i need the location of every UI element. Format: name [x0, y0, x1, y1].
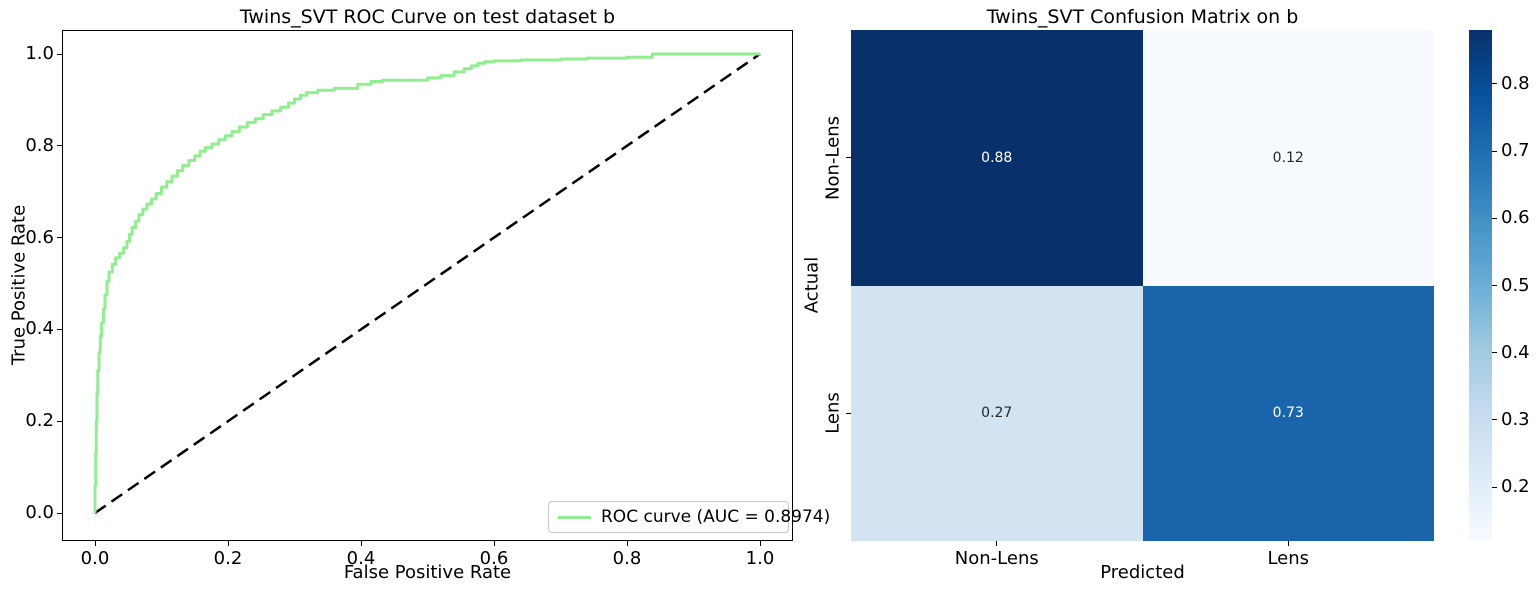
colorbar-ticklabel: 0.5 [1501, 274, 1530, 296]
colorbar-tickmark [1492, 285, 1497, 286]
roc-legend-label: ROC curve (AUC = 0.8974) [601, 507, 831, 527]
roc-y-tickmark [57, 512, 62, 514]
colorbar-ticklabel: 0.3 [1501, 408, 1530, 430]
colorbar-ticklabel: 0.8 [1501, 72, 1530, 94]
roc-x-ticklabel: 1.0 [745, 548, 775, 569]
colorbar-ticklabel: 0.7 [1501, 140, 1530, 162]
colorbar-gradient [1469, 30, 1492, 541]
roc-legend: ROC curve (AUC = 0.8974) [548, 501, 830, 533]
cm-cell-value: 0.88 [981, 149, 1013, 166]
roc-y-tickmark [57, 237, 62, 239]
cm-cell [851, 30, 1143, 286]
roc-x-tickmark [227, 541, 229, 546]
cm-y-ticklabel: Non-Lens [822, 115, 844, 200]
colorbar-ticklabel: 0.4 [1501, 341, 1530, 363]
colorbar-tickmark [1492, 83, 1497, 85]
roc-x-ticklabel: 0.4 [346, 548, 376, 569]
colorbar-tickmark [1492, 217, 1497, 219]
roc-y-tickmark [57, 145, 62, 147]
cm-x-tickmark [1287, 541, 1289, 546]
colorbar-tickmark [1492, 150, 1497, 152]
roc-y-ticklabel: 0.0 [25, 502, 54, 523]
roc-legend-line-swatch [558, 515, 591, 519]
roc-x-ticklabel: 0.6 [479, 548, 509, 569]
roc-chance-diagonal-line [94, 52, 761, 515]
cm-y-tickmark [846, 157, 851, 159]
roc-x-tickmark [94, 541, 96, 546]
cm-y-tickmark [846, 412, 851, 414]
roc-curve-line [93, 52, 760, 513]
cm-x-tickmark [996, 541, 998, 546]
cm-title: Twins_SVT Confusion Matrix on b [986, 6, 1299, 28]
colorbar-tickmark [1492, 352, 1497, 354]
roc-y-ticklabel: 1.0 [25, 43, 54, 64]
roc-plot-svg [93, 52, 761, 515]
roc-y-tickmark [57, 328, 62, 330]
cm-cell-value: 0.73 [1272, 405, 1304, 422]
cm-yaxis-label: Actual [801, 256, 823, 314]
roc-title: Twins_SVT ROC Curve on test dataset b [239, 6, 616, 28]
roc-x-tickmark [626, 541, 628, 546]
roc-x-tickmark [759, 541, 761, 546]
cm-cell [1142, 30, 1434, 286]
roc-x-tickmark [360, 541, 362, 546]
colorbar-tickmark [1492, 419, 1497, 421]
roc-y-tickmark [57, 420, 62, 422]
roc-y-tickmark [57, 53, 62, 55]
roc-y-ticklabel: 0.4 [25, 318, 54, 340]
roc-x-ticklabel: 0.8 [612, 548, 642, 569]
roc-y-ticklabel: 0.8 [25, 134, 54, 156]
roc-axes [62, 30, 793, 541]
cm-y-ticklabel: Lens [822, 392, 844, 435]
cm-cell [1142, 285, 1434, 541]
cm-xaxis-label: Predicted [1100, 562, 1185, 583]
roc-y-ticklabel: 0.6 [25, 226, 54, 248]
cm-x-ticklabel: Non-Lens [954, 548, 1039, 569]
roc-x-tickmark [493, 541, 495, 546]
roc-xaxis-label: False Positive Rate [343, 562, 512, 583]
roc-y-ticklabel: 0.2 [25, 410, 54, 432]
colorbar-ticklabel: 0.6 [1501, 207, 1530, 229]
cm-cell-value: 0.12 [1272, 149, 1304, 166]
cm-x-ticklabel: Lens [1267, 548, 1310, 569]
cm-cell [851, 285, 1143, 541]
colorbar-ticklabel: 0.2 [1501, 476, 1530, 498]
cm-cell-value: 0.27 [981, 405, 1013, 422]
roc-x-ticklabel: 0.2 [213, 548, 243, 569]
roc-x-ticklabel: 0.0 [80, 548, 110, 569]
colorbar-tickmark [1492, 486, 1497, 488]
